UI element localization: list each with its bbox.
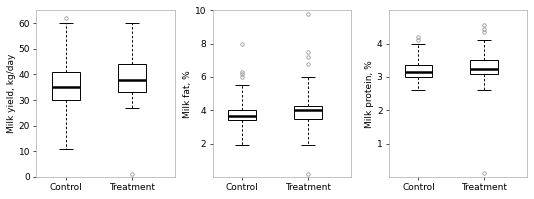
Bar — [118, 64, 146, 92]
Y-axis label: Milk fat, %: Milk fat, % — [183, 70, 192, 117]
Bar — [405, 65, 432, 77]
Y-axis label: Milk yield, kg/day: Milk yield, kg/day — [7, 54, 16, 133]
Bar — [294, 106, 322, 119]
Y-axis label: Milk protein, %: Milk protein, % — [365, 60, 374, 128]
Bar — [470, 60, 498, 74]
Bar — [229, 110, 256, 120]
Bar — [52, 72, 80, 100]
